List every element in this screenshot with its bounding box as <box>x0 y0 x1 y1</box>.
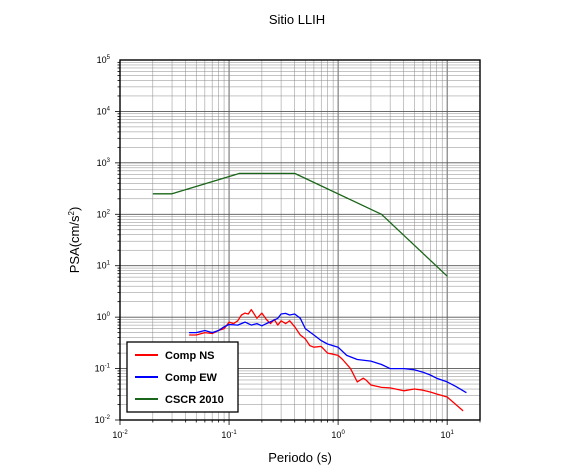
series-line-3 <box>152 172 448 277</box>
y-axis-label-base: PSA(cm/s <box>67 215 82 273</box>
y-tick-label: 100 <box>97 312 111 322</box>
legend-label: CSCR 2010 <box>165 394 224 406</box>
legend-label: Comp NS <box>165 350 215 362</box>
y-axis-label: PSA(cm/s2) <box>67 207 82 274</box>
x-tick-label: 100 <box>331 430 345 440</box>
y-tick-label-base: 10 <box>97 55 107 65</box>
ticks <box>115 61 481 425</box>
y-tick-label-exp: 2 <box>107 209 111 215</box>
y-tick-label: 103 <box>97 158 111 168</box>
y-tick-label-base: 10 <box>97 209 107 219</box>
chart-title: Sitio LLIH <box>269 12 325 27</box>
y-tick-label-exp: 3 <box>107 158 111 164</box>
y-tick-label-base: 10 <box>97 158 107 168</box>
y-tick-label-exp: 1 <box>107 261 111 267</box>
y-tick-label-base: 10 <box>97 312 107 322</box>
x-tick-label-base: 10 <box>221 430 231 440</box>
y-tick-label-exp: 4 <box>107 106 111 112</box>
y-tick-label: 105 <box>97 55 111 65</box>
x-tick-label-base: 10 <box>331 430 341 440</box>
x-tick-label-exp: -2 <box>122 430 128 436</box>
y-tick-label: 104 <box>97 106 111 116</box>
y-axis-label-sup: 2 <box>67 211 76 216</box>
y-tick-label-exp: -1 <box>105 364 111 370</box>
y-tick-label-base: 10 <box>95 415 105 425</box>
y-tick-label-exp: 5 <box>107 55 111 61</box>
y-tick-label-exp: 0 <box>107 312 111 318</box>
x-tick-label-exp: -1 <box>231 430 237 436</box>
x-tick-label: 101 <box>440 430 454 440</box>
y-tick-label: 10-2 <box>95 415 111 425</box>
x-tick-label-base: 10 <box>440 430 450 440</box>
plot-frame <box>119 59 481 421</box>
y-tick-label: 10-1 <box>95 364 111 374</box>
x-tick-label: 10-2 <box>112 430 128 440</box>
y-tick-label-base: 10 <box>97 106 107 116</box>
y-tick-label: 102 <box>97 209 111 219</box>
y-tick-label-base: 10 <box>95 364 105 374</box>
y-tick-label-base: 10 <box>97 261 107 271</box>
x-axis-label: Periodo (s) <box>268 450 332 465</box>
series-line-2 <box>189 312 467 394</box>
x-tick-label-exp: 0 <box>341 430 345 436</box>
y-tick-label: 101 <box>97 261 111 271</box>
y-axis-label-end: ) <box>67 207 82 211</box>
legend-label: Comp EW <box>165 372 218 384</box>
x-tick-label-exp: 1 <box>451 430 455 436</box>
legend: Comp NS Comp EW CSCR 2010 <box>126 341 239 413</box>
x-tick-label: 10-1 <box>221 430 237 440</box>
series-layer <box>152 172 467 412</box>
series-line-1 <box>189 308 464 412</box>
y-tick-label-exp: -2 <box>105 415 111 421</box>
x-tick-label-base: 10 <box>112 430 122 440</box>
